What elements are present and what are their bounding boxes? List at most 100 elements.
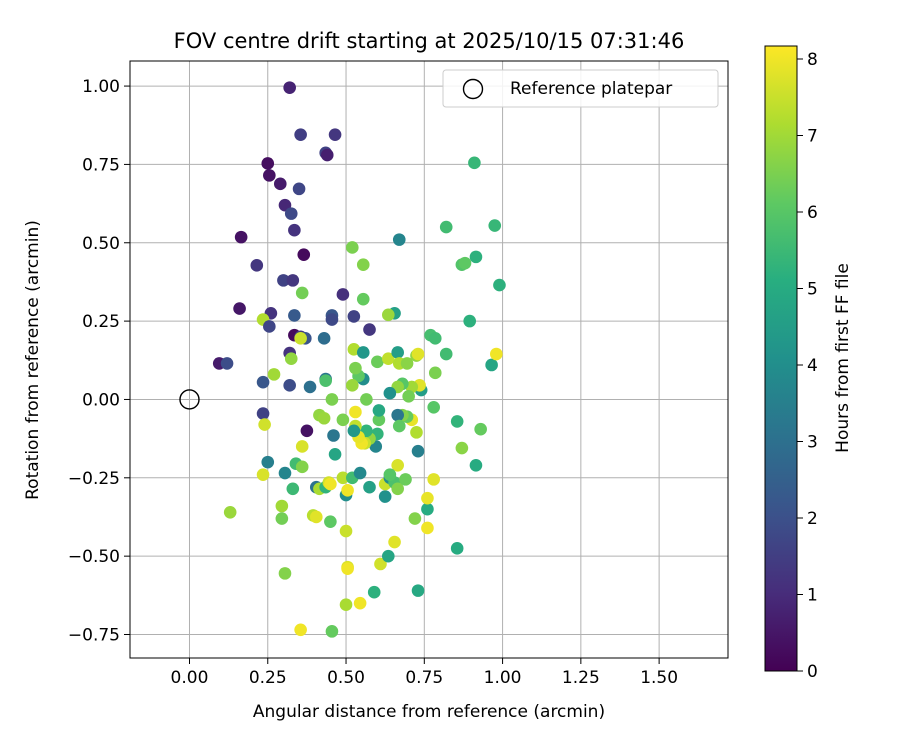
data-point: [324, 477, 337, 491]
data-point: [278, 466, 292, 480]
data-point: [410, 426, 423, 439]
data-point: [363, 323, 376, 336]
data-point: [288, 223, 301, 237]
data-point: [286, 274, 300, 287]
data-point: [325, 393, 339, 406]
data-point: [284, 352, 298, 366]
legend: Reference platepar: [442, 69, 719, 108]
data-point: [234, 230, 248, 244]
colorbar-tick-label: 7: [807, 127, 818, 147]
data-point: [336, 471, 350, 485]
data-point: [408, 512, 422, 525]
colorbar-tick-label: 6: [807, 203, 818, 223]
x-tick-label: 1.50: [640, 668, 678, 688]
data-point: [411, 347, 425, 361]
data-point: [490, 347, 503, 361]
data-point: [341, 484, 354, 497]
data-point: [319, 374, 332, 387]
data-point: [372, 413, 386, 427]
data-point: [468, 156, 481, 170]
y-tick-label: 1.00: [82, 77, 120, 97]
data-point: [328, 128, 342, 141]
data-point: [263, 320, 276, 333]
data-point: [392, 419, 406, 433]
data-point: [349, 405, 362, 419]
colorbar-tick-label: 0: [807, 662, 818, 682]
data-point: [275, 499, 289, 513]
data-point: [356, 258, 370, 272]
data-point: [439, 220, 453, 234]
data-point: [303, 380, 317, 394]
data-point: [450, 542, 464, 555]
data-point: [391, 482, 404, 496]
chart-title: FOV centre drift starting at 2025/10/15 …: [174, 29, 685, 53]
data-point: [294, 332, 307, 345]
data-point: [339, 524, 353, 538]
data-point: [273, 177, 287, 191]
data-point: [325, 625, 339, 638]
data-point: [250, 259, 264, 272]
data-point: [399, 473, 412, 486]
x-tick-label: 1.25: [562, 668, 600, 688]
data-point: [411, 444, 425, 458]
colorbar-tick-label: 5: [807, 280, 818, 300]
data-point: [297, 248, 311, 261]
colorbar-tick-label: 4: [807, 356, 818, 376]
y-tick-label: −0.50: [68, 547, 120, 567]
data-point: [463, 314, 477, 328]
data-point: [421, 502, 434, 516]
data-point: [288, 309, 301, 322]
data-point: [327, 429, 340, 442]
y-tick-label: 0.75: [82, 155, 120, 175]
data-point: [383, 386, 397, 400]
data-point: [347, 424, 361, 438]
data-point: [292, 182, 306, 196]
data-point: [439, 347, 453, 361]
colorbar-gradient: [764, 45, 798, 672]
data-point: [367, 585, 381, 599]
data-point: [427, 400, 440, 414]
data-point: [258, 418, 271, 431]
data-point: [392, 233, 406, 246]
data-points: [212, 81, 506, 638]
data-point: [284, 207, 298, 220]
data-point: [485, 358, 498, 372]
data-point: [493, 278, 506, 292]
data-point: [372, 404, 386, 417]
y-tick-label: 0.25: [82, 312, 120, 332]
y-tick-label: 0.50: [82, 234, 120, 254]
data-point: [349, 361, 362, 375]
data-point: [223, 505, 237, 519]
colorbar-tick-label: 3: [807, 433, 818, 453]
data-point: [336, 288, 350, 301]
colorbar-tick-label: 1: [807, 586, 818, 606]
data-point: [325, 313, 339, 326]
data-point: [488, 219, 502, 232]
data-point: [295, 460, 309, 474]
data-point: [411, 584, 425, 597]
data-point: [383, 468, 397, 481]
data-point: [341, 562, 354, 575]
data-point: [347, 310, 361, 323]
data-point: [363, 480, 376, 494]
data-point: [278, 567, 292, 580]
y-tick-label: −0.75: [68, 625, 120, 645]
data-point: [261, 157, 275, 170]
data-point: [450, 415, 464, 428]
data-point: [381, 549, 395, 563]
data-point: [391, 408, 404, 422]
data-point: [309, 510, 323, 524]
data-point: [428, 332, 442, 345]
y-tick-label: 0.00: [82, 390, 120, 410]
data-point: [458, 256, 472, 270]
colorbar-tick-label: 8: [807, 50, 818, 70]
data-point: [267, 368, 281, 381]
data-point: [356, 346, 370, 359]
x-tick-label: 1.00: [484, 668, 522, 688]
colorbar-label: Hours from first FF file: [833, 263, 853, 453]
data-point: [345, 379, 359, 392]
plot-frame: [129, 60, 729, 659]
data-point: [353, 596, 367, 610]
data-point: [275, 512, 289, 525]
legend-entry: Reference platepar: [510, 79, 672, 99]
